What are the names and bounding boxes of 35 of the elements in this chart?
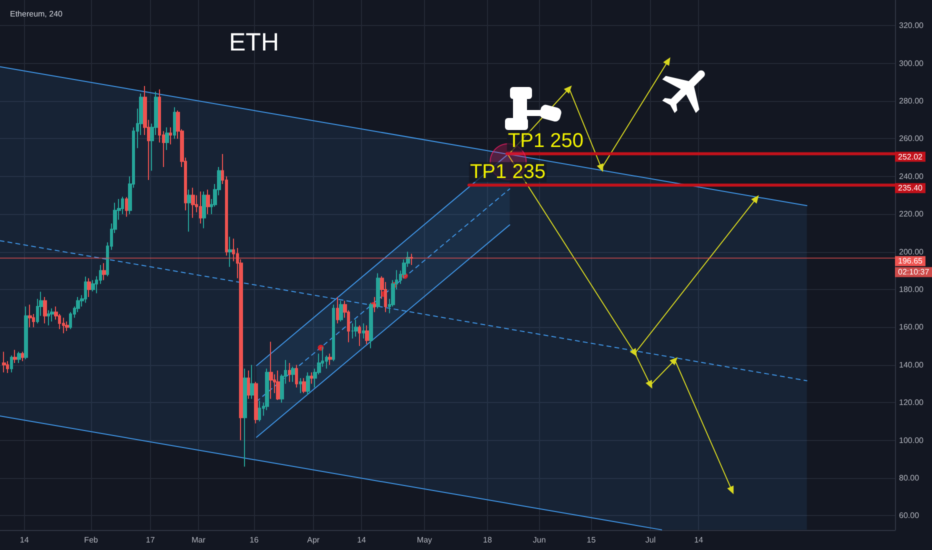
x-tick-label: 14 — [20, 536, 30, 544]
text: 02:10:37 — [898, 268, 930, 277]
data-label: 235.40 — [898, 184, 924, 193]
ref-line-label: 196.65 — [898, 256, 924, 266]
y-tick-label: 240.00 — [899, 172, 924, 181]
y-tick-label: 320.00 — [899, 21, 924, 30]
x-tick-label: 17 — [146, 536, 156, 544]
x-tick-label: 14 — [694, 536, 704, 544]
x-tick-label: Apr — [307, 536, 320, 544]
x-tick-label: Feb — [84, 536, 99, 544]
y-tick-label: 260.00 — [899, 134, 924, 144]
y-tick-label: 160.00 — [899, 322, 924, 332]
y-tick-label: 120.00 — [899, 398, 924, 408]
y-tick-label: 100.00 — [899, 436, 924, 445]
x-tick-label: 18 — [483, 536, 492, 544]
annotation: TP1 235 — [470, 161, 546, 184]
y-tick-label: 220.00 — [899, 210, 924, 219]
y-tick-label: 140.00 — [899, 360, 924, 370]
annotation: TP1 250 — [508, 130, 584, 152]
y-tick-label: 300.00 — [899, 58, 924, 68]
x-tick-label: 15 — [586, 536, 596, 544]
x-tick-label: 14 — [357, 536, 367, 544]
x-tick-label: Jul — [645, 536, 656, 544]
y-tick-label: 80.00 — [899, 473, 920, 482]
y-tick-label: 200.00 — [899, 247, 924, 256]
y-tick-label: 180.00 — [899, 285, 924, 294]
text: Ethereum, 240 — [10, 10, 64, 18]
x-tick-label: May — [416, 536, 432, 544]
x-tick-label: 16 — [250, 536, 260, 544]
y-tick-label: 60.00 — [899, 511, 920, 520]
x-tick-label: Jun — [532, 536, 546, 544]
y-tick-label: 280.00 — [899, 96, 924, 106]
x-tick-label: Mar — [192, 536, 206, 544]
data-label: 252.02 — [898, 152, 924, 162]
text: ETH — [229, 28, 279, 56]
